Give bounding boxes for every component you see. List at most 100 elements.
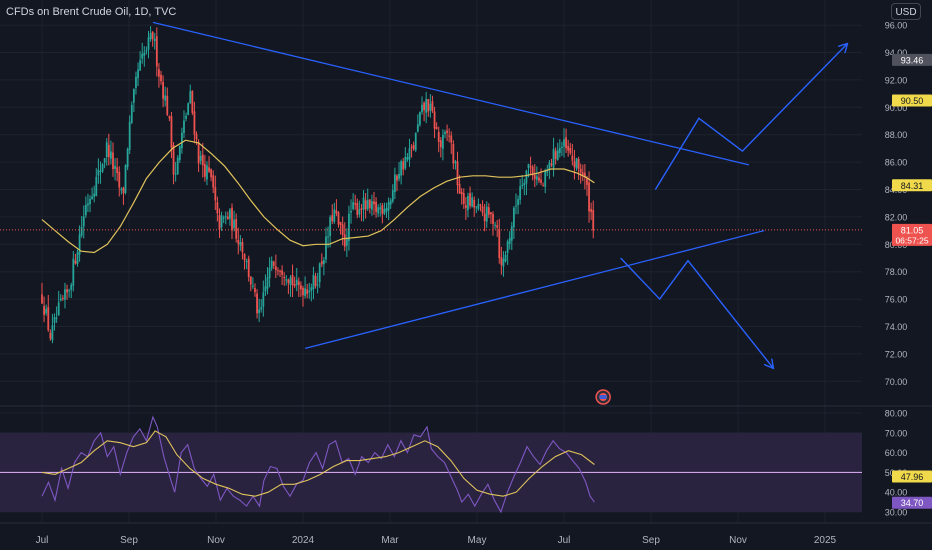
candle-body [389,200,392,205]
candle-body [325,236,327,260]
candle-body [249,276,252,285]
candle-body [114,165,116,169]
candle-body [327,236,329,238]
projection-down-arrow [620,257,773,368]
price-label-text: 84.31 [901,181,924,191]
candle-body [226,216,229,220]
candle-body [592,209,595,231]
candle-body [448,135,451,137]
candle-body [329,217,332,236]
candle-body [191,90,194,113]
candle-body [174,173,177,175]
price-label-text: 90.50 [901,96,924,106]
current-price-box [892,223,932,246]
candle-body [552,148,555,168]
candle-body [214,187,217,201]
candle-body [435,127,438,130]
triangle-pattern[interactable] [152,21,847,368]
candle-body [588,182,590,212]
candle-body [337,212,340,225]
candle-body [375,201,377,212]
candle-body [575,158,578,169]
candle-body [279,270,281,272]
candle-body [57,302,60,316]
candle-body [454,161,457,164]
time-tick-label: Nov [729,535,747,546]
rsi-tick-label: 80.00 [885,409,908,419]
candle-body [116,167,119,173]
candle-body [462,193,465,204]
currency-button[interactable]: USD [891,3,921,20]
price-tick-label: 72.00 [885,349,908,359]
candle-body [241,242,244,253]
candle-body [197,142,200,164]
candle-body [110,151,112,159]
candle-body [239,242,242,246]
candle-body [533,174,536,180]
candle-body [567,145,570,151]
price-tick-label: 94.00 [885,48,908,58]
candle-body [291,275,294,286]
candle-body [82,216,85,227]
candle-body [107,144,110,158]
candle-body [550,163,553,166]
candle-body [47,307,50,331]
candle-body [504,254,507,262]
candle-body [233,219,235,229]
candle-body [206,165,208,180]
candle-body [289,277,292,285]
price-label-box [892,179,932,192]
candle-body [544,171,547,187]
rsi-series [41,415,595,514]
price-label-text: 93.46 [901,55,924,65]
event-flag-icon[interactable] [595,389,611,405]
candle-body [41,294,43,304]
candle-body [391,190,394,202]
candle-body [283,276,286,278]
candle-body [95,176,98,196]
candle-body [333,209,336,222]
candle-body [80,227,83,236]
candle-body [437,131,440,142]
candle-body [419,112,421,125]
price-tick-label: 74.00 [885,322,908,332]
price-label-text: 47.96 [901,472,924,482]
candle-body [195,133,198,140]
candle-body [153,38,156,42]
candle-body [412,145,415,150]
candle-body [352,202,355,209]
candle-body [170,116,173,148]
time-axis[interactable]: Jul Sep Nov 2024 Mar May Jul Sep Nov 2025 [36,535,837,546]
candle-body [139,60,142,71]
candle-body [91,196,94,200]
candle-body [66,289,68,293]
candle-body [527,164,530,169]
candle-body [406,156,409,160]
candle-body [164,95,167,101]
candle-body [258,309,261,313]
candle-body [456,161,459,186]
candle-body [469,193,471,206]
price-label-box [892,53,932,66]
candle-body [569,147,572,154]
candle-body [512,207,515,228]
rsi-tick-label: 60.00 [885,448,908,458]
time-tick-label: 2025 [814,535,837,546]
candle-body [287,279,290,283]
candle-body [500,257,503,265]
candle-body [295,279,298,285]
candle-body [176,157,179,175]
candle-body [441,134,444,149]
candle-body [492,213,494,224]
candle-body [554,151,557,159]
candle-body [318,263,321,283]
time-tick-label: Jul [558,535,571,546]
candle-body [266,277,269,289]
candle-body [93,193,96,197]
candle-body [573,161,576,168]
candle-body [185,115,187,119]
countdown-text: 06:57:25 [895,235,928,245]
candle-body [490,212,492,215]
